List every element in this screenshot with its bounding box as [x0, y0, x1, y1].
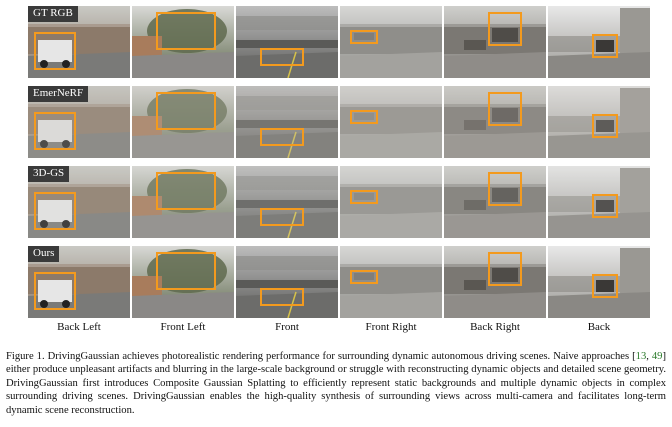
row-ours: Ours [28, 246, 652, 318]
row-3d-gs: 3D-GS [28, 166, 652, 238]
image-emernerf-back-right [444, 86, 546, 158]
column-label-front-right: Front Right [365, 321, 417, 333]
highlight-box [260, 48, 304, 66]
highlight-box [34, 192, 76, 230]
citation-link[interactable]: 13 [635, 351, 647, 362]
citation-link[interactable]: 49 [651, 351, 663, 362]
highlight-box [260, 288, 304, 306]
image-ours-front-right [340, 246, 442, 318]
image-emernerf-back-left: EmerNeRF [28, 86, 130, 158]
highlight-box [350, 270, 378, 284]
highlight-box [350, 190, 378, 204]
row-label-3d-gs: 3D-GS [28, 166, 70, 182]
image-emernerf-front-left [132, 86, 234, 158]
caption-text-1: Figure 1. DrivingGaussian achieves photo… [6, 351, 636, 362]
image-gt-rgb-back [548, 6, 650, 78]
image-ours-back [548, 246, 650, 318]
image-gt-rgb-front-left [132, 6, 234, 78]
column-labels: Back Left Front Left Front Front Right B… [28, 320, 652, 334]
image-gt-rgb-back-right [444, 6, 546, 78]
image-emernerf-front [236, 86, 338, 158]
image-gt-rgb-front [236, 6, 338, 78]
highlight-box [592, 114, 618, 138]
highlight-box [34, 272, 76, 310]
highlight-box [34, 32, 76, 70]
image-emernerf-back [548, 86, 650, 158]
image-3d-gs-front [236, 166, 338, 238]
caption-sep: , [646, 351, 652, 362]
highlight-box [350, 30, 378, 44]
image-gt-rgb-front-right [340, 6, 442, 78]
image-3d-gs-back-left: 3D-GS [28, 166, 130, 238]
highlight-box [350, 110, 378, 124]
image-3d-gs-back [548, 166, 650, 238]
highlight-box [260, 208, 304, 226]
highlight-box [488, 92, 522, 126]
highlight-box [260, 128, 304, 146]
figure-caption: Figure 1. DrivingGaussian achieves photo… [6, 350, 666, 417]
image-ours-back-right [444, 246, 546, 318]
column-label-back-left: Back Left [57, 321, 101, 333]
image-emernerf-front-right [340, 86, 442, 158]
row-emernerf: EmerNeRF [28, 86, 652, 158]
highlight-box [156, 92, 216, 130]
image-3d-gs-front-right [340, 166, 442, 238]
row-gt-rgb: GT RGB [28, 6, 652, 78]
highlight-box [592, 34, 618, 58]
highlight-box [488, 172, 522, 206]
image-ours-front-left [132, 246, 234, 318]
comparison-figure: GT RGB EmerNeRF 3D-GS Ours [28, 6, 652, 320]
highlight-box [592, 194, 618, 218]
column-label-front-left: Front Left [160, 321, 206, 333]
image-gt-rgb-back-left: GT RGB [28, 6, 130, 78]
image-3d-gs-back-right [444, 166, 546, 238]
highlight-box [156, 172, 216, 210]
row-label-ours: Ours [28, 246, 60, 262]
image-ours-front [236, 246, 338, 318]
image-ours-back-left: Ours [28, 246, 130, 318]
row-label-gt-rgb: GT RGB [28, 6, 78, 22]
column-label-back: Back [587, 321, 611, 333]
caption-text-2: ] either produce unpleasant artifacts an… [6, 351, 666, 416]
highlight-box [488, 12, 522, 46]
image-3d-gs-front-left [132, 166, 234, 238]
highlight-box [156, 12, 216, 50]
highlight-box [34, 112, 76, 150]
highlight-box [592, 274, 618, 298]
highlight-box [156, 252, 216, 290]
highlight-box [488, 252, 522, 286]
column-label-front: Front [275, 321, 299, 333]
column-label-back-right: Back Right [470, 321, 520, 333]
row-label-emernerf: EmerNeRF [28, 86, 89, 102]
